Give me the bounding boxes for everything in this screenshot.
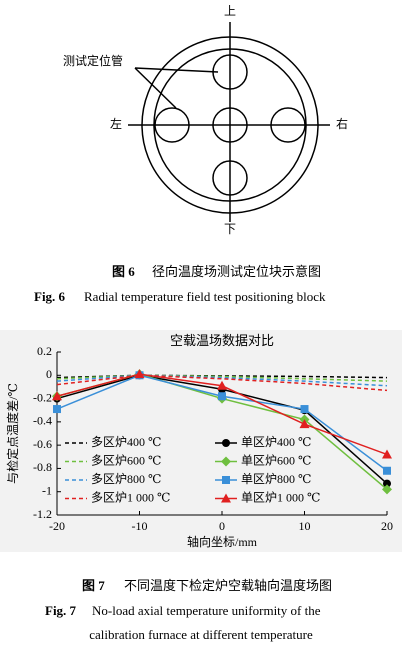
- legend-label: 多区炉400 ℃: [91, 435, 161, 449]
- caption-label: 图 7: [82, 578, 105, 593]
- marker: [218, 392, 226, 401]
- legend-label: 多区炉1 000 ℃: [91, 490, 170, 504]
- caption-text: No-load axial temperature uniformity of …: [92, 603, 321, 618]
- y-tick-label: -0.4: [33, 414, 52, 428]
- x-tick-label: -20: [49, 519, 65, 533]
- tube: [212, 160, 248, 196]
- tube: [212, 107, 248, 143]
- pointer-arrow: [134, 67, 219, 73]
- caption-text: 不同温度下检定炉空载轴向温度场图: [124, 578, 332, 593]
- marker: [382, 484, 392, 495]
- label-right: 右: [336, 116, 348, 131]
- caption-label: Fig. 6: [34, 289, 66, 304]
- marker: [222, 476, 230, 484]
- chart: 空载温场数据对比 0.2 0 -0.2 -0.4 -0.6 -0.8 -1 -1.2-20 -10…: [5, 333, 393, 549]
- label-bottom: 下: [224, 222, 236, 236]
- label-left: 左: [110, 116, 122, 131]
- y-tick-label: -0.6: [33, 437, 52, 451]
- caption-label: Fig. 7: [45, 603, 77, 618]
- legend-label: 单区炉400 ℃: [241, 435, 311, 449]
- marker: [300, 405, 309, 414]
- pointer-arrow: [134, 67, 177, 109]
- series-line: [56, 374, 388, 379]
- series-line: [56, 374, 388, 387]
- y-tick-label: -1.2: [33, 507, 52, 521]
- y-tick-label: 0: [46, 367, 52, 381]
- x-tick-label: -10: [132, 519, 148, 533]
- legend-label: 单区炉800 ℃: [241, 472, 311, 486]
- caption-text: calibration furnace at different tempera…: [89, 627, 313, 642]
- y-tick-label: -1: [42, 483, 52, 497]
- marker: [53, 405, 61, 414]
- caption-text: 径向温度场测试定位块示意图: [152, 264, 321, 279]
- marker: [221, 493, 231, 503]
- inner-ring: [153, 48, 307, 202]
- caption-text: Radial temperature field test positionin…: [84, 289, 326, 304]
- marker: [222, 439, 230, 447]
- series-line: [56, 374, 388, 382]
- x-tick-label: 20: [381, 519, 393, 533]
- tube: [154, 107, 190, 143]
- marker: [383, 479, 391, 488]
- series-line: [56, 374, 388, 392]
- y-tick-label: -0.2: [33, 390, 52, 404]
- marker: [221, 456, 231, 467]
- x-tick-label: 10: [299, 519, 311, 533]
- x-tick-label: 0: [219, 519, 225, 533]
- legend-label: 单区炉600 ℃: [241, 453, 311, 467]
- marker: [299, 419, 310, 429]
- tube: [270, 107, 306, 143]
- marker: [382, 449, 392, 459]
- y-tick-label: 0.2: [37, 344, 52, 358]
- y-axis-label: 与检定点温度差/℃: [5, 383, 20, 484]
- marker: [383, 466, 391, 475]
- label-pointer: 测试定位管: [63, 53, 123, 68]
- marker: [217, 380, 227, 390]
- y-tick-label: -0.8: [33, 460, 52, 474]
- legend-label: 多区炉800 ℃: [91, 472, 161, 486]
- marker: [52, 391, 62, 401]
- x-axis-label: 轴向坐标/mm: [187, 534, 258, 549]
- legend-label: 单区炉1 000 ℃: [241, 490, 320, 504]
- legend-label: 多区炉600 ℃: [91, 453, 161, 467]
- caption-label: 图 6: [112, 264, 135, 279]
- label-top: 上: [224, 4, 236, 18]
- marker: [134, 369, 145, 379]
- diagram: [128, 22, 330, 222]
- outer-ring: [141, 36, 319, 214]
- chart-title: 空载温场数据对比: [170, 333, 274, 348]
